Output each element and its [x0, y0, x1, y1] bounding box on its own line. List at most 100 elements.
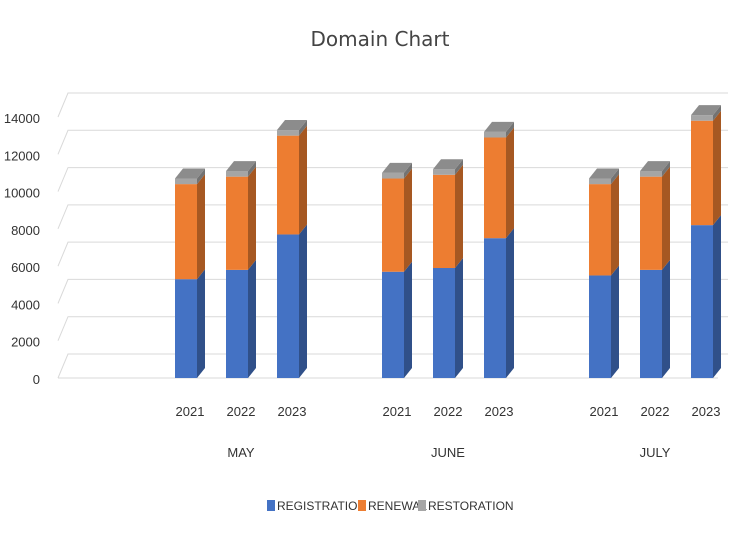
bar-side: [506, 228, 514, 378]
legend: REGISTRATION RENEWAL RESTORATION: [267, 499, 514, 513]
bar-top: [589, 168, 619, 179]
x-tick-label: 2022: [227, 404, 256, 419]
y-tick-label: 2000: [11, 335, 40, 350]
bar-top: [691, 105, 721, 116]
y-tick-label: 12000: [4, 148, 40, 163]
bar-front: [175, 279, 197, 378]
bar-side: [455, 164, 463, 269]
bar-segment-renewal: [226, 166, 256, 270]
bar-segment-renewal: [640, 166, 670, 270]
bar-front: [226, 176, 248, 270]
bar-segment-registration: [226, 259, 256, 378]
bar-front: [640, 171, 662, 177]
y-tick-label: 14000: [4, 111, 40, 126]
bar-segment-renewal: [382, 168, 412, 272]
bar-segment-registration: [277, 224, 307, 378]
bar-front: [589, 178, 611, 185]
bar-front: [175, 184, 197, 280]
bar-front: [382, 271, 404, 378]
x-axis: 2021 2022 2023 MAY 2021 2022 2023 JUNE 2021 2022 2…: [176, 404, 721, 460]
bar-front: [277, 135, 299, 235]
bar-side: [404, 261, 412, 378]
bar-segment-renewal: [589, 174, 619, 276]
legend-label: RENEWAL: [368, 499, 427, 513]
bar-segment-renewal: [277, 125, 307, 235]
bar-front: [433, 174, 455, 269]
bar-side: [506, 121, 514, 138]
bar-segment-registration: [175, 269, 205, 378]
bar-segment-restoration: [433, 159, 463, 175]
group-label: MAY: [227, 445, 255, 460]
bar-side: [299, 224, 307, 378]
bar-may-2022: [226, 161, 256, 378]
bar-front: [640, 269, 662, 378]
bar-front: [382, 172, 404, 179]
bar-segment-registration: [382, 261, 412, 378]
legend-label: REGISTRATION: [277, 499, 366, 513]
bar-side: [662, 166, 670, 270]
bar-segment-restoration: [226, 161, 256, 177]
bar-front: [433, 169, 455, 175]
y-tick-label: 10000: [4, 186, 40, 201]
bar-side: [248, 166, 256, 270]
bar-segment-restoration: [640, 161, 670, 177]
x-tick-label: 2023: [278, 404, 307, 419]
bar-side: [662, 259, 670, 378]
group-label: JULY: [640, 445, 671, 460]
y-tick-label: 4000: [11, 297, 40, 312]
bar-top: [484, 121, 514, 132]
bar-front: [226, 171, 248, 177]
bar-front: [226, 269, 248, 378]
bar-segment-renewal: [484, 127, 514, 239]
bar-segment-restoration: [277, 120, 307, 136]
bar-side: [611, 174, 619, 276]
bar-side: [197, 168, 205, 185]
bar-june-2023: [484, 121, 514, 378]
bar-july-2021: [589, 168, 619, 378]
bar-side: [611, 265, 619, 378]
chart-title: Domain Chart: [311, 27, 450, 51]
bar-side: [248, 161, 256, 177]
bar-july-2022: [640, 161, 670, 378]
bar-side: [455, 159, 463, 175]
y-tick-label: 8000: [11, 223, 40, 238]
gridline: [57, 92, 728, 118]
bar-segment-registration: [484, 228, 514, 378]
bar-side: [299, 120, 307, 136]
x-tick-label: 2022: [641, 404, 670, 419]
bar-segment-restoration: [382, 162, 412, 179]
bar-top: [277, 120, 307, 131]
bar-front: [484, 238, 506, 378]
x-tick-label: 2021: [590, 404, 619, 419]
bar-june-2022: [433, 159, 463, 378]
bar-top: [382, 162, 412, 173]
bar-segment-restoration: [589, 168, 619, 185]
bar-side: [662, 161, 670, 177]
bar-segment-restoration: [691, 105, 721, 121]
bar-front: [691, 225, 713, 378]
bar-may-2021: [175, 168, 205, 378]
bar-front: [382, 178, 404, 272]
legend-item-restoration: RESTORATION: [418, 499, 514, 513]
bar-top: [433, 159, 463, 170]
legend-swatch: [418, 500, 426, 511]
bar-front: [277, 130, 299, 136]
bar-side: [713, 105, 721, 121]
bar-side: [455, 258, 463, 378]
bar-side: [299, 125, 307, 235]
bar-top: [226, 161, 256, 172]
bar-segment-registration: [691, 215, 721, 378]
bar-segment-registration: [433, 258, 463, 378]
bar-front: [589, 275, 611, 378]
bar-june-2021: [382, 162, 412, 378]
x-tick-label: 2021: [383, 404, 412, 419]
bar-side: [404, 168, 412, 272]
bar-segment-renewal: [433, 164, 463, 269]
bar-side: [506, 127, 514, 239]
bar-side: [611, 168, 619, 185]
bar-segment-renewal: [691, 110, 721, 226]
bar-segment-registration: [640, 259, 670, 378]
legend-item-renewal: RENEWAL: [358, 499, 427, 513]
y-tick-label: 6000: [11, 260, 40, 275]
legend-swatch: [267, 500, 275, 511]
